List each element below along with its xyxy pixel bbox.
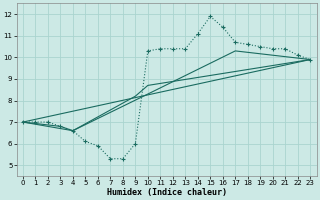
X-axis label: Humidex (Indice chaleur): Humidex (Indice chaleur) [107,188,227,197]
